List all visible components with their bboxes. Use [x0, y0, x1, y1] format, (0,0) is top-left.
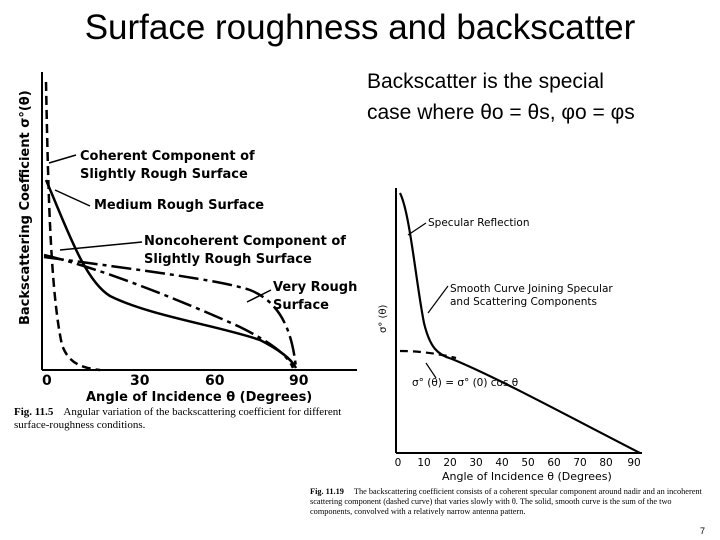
fig2-axes — [395, 188, 642, 454]
fig1-x-tick-30: 30 — [130, 373, 150, 389]
fig2-incoherent-curve — [399, 349, 457, 360]
figure-11-19: σ° (θ) 0 10 20 30 40 50 60 70 80 90 Angl… — [378, 188, 642, 483]
page-number: 7 — [700, 526, 706, 536]
fig1-label-very-rough-2: Surface — [273, 298, 329, 313]
fig1-x-tick-60: 60 — [205, 373, 225, 389]
fig1-label-medium: Medium Rough Surface — [94, 198, 264, 213]
fig1-label-coherent-1: Coherent Component of — [80, 149, 255, 164]
fig1-label-very-rough-1: Very Rough — [273, 280, 357, 295]
fig1-label-noncoherent-2: Slightly Rough Surface — [144, 252, 312, 267]
fig2-caption-number: Fig. 11.19 — [310, 487, 344, 496]
fig2-y-axis-label: σ° (θ) — [378, 304, 389, 333]
fig2-tick-0: 0 — [395, 457, 402, 469]
fig2-tick-60: 60 — [547, 457, 560, 469]
fig2-caption: Fig. 11.19 The backscattering coefficient… — [310, 487, 714, 517]
fig1-x-axis-label: Angle of Incidence θ (Degrees) — [86, 390, 312, 405]
fig2-total-curve — [399, 192, 641, 454]
fig2-tick-80: 80 — [599, 457, 612, 469]
fig1-noncoherent-curve — [43, 253, 295, 369]
fig1-caption-number: Fig. 11.5 — [14, 406, 54, 418]
fig1-caption: Fig. 11.5 Angular variation of the backsc… — [14, 406, 374, 432]
fig2-tick-90: 90 — [627, 457, 640, 469]
fig1-label-noncoherent-1: Noncoherent Component of — [144, 234, 346, 249]
fig2-caption-text: The backscattering coefficient consists … — [310, 487, 702, 516]
fig1-x-tick-0: 0 — [42, 373, 52, 389]
fig2-tick-30: 30 — [469, 457, 482, 469]
fig2-tick-40: 40 — [495, 457, 508, 469]
backscatter-note: Backscatter is the special case where θo… — [367, 66, 635, 128]
fig1-x-tick-90: 90 — [289, 373, 309, 389]
slide-title: Surface roughness and backscatter — [84, 8, 636, 47]
fig1-caption-text: Angular variation of the backscattering … — [14, 406, 342, 431]
fig1-y-axis-label: Backscattering Coefficient σ°(θ) — [18, 90, 33, 325]
fig2-label-smooth-2: and Scattering Components — [450, 296, 597, 308]
fig1-leader-lines — [48, 154, 272, 303]
fig2-tick-20: 20 — [443, 457, 456, 469]
fig2-tick-70: 70 — [573, 457, 586, 469]
fig2-x-ticks: 0 10 20 30 40 50 60 70 80 90 — [395, 457, 641, 469]
fig2-tick-10: 10 — [417, 457, 430, 469]
figure-11-5: Backscattering Coefficient σ°(θ) 0 30 60… — [18, 72, 357, 405]
fig2-tick-50: 50 — [521, 457, 534, 469]
fig1-label-coherent-2: Slightly Rough Surface — [80, 167, 248, 182]
fig1-very-rough-curve — [43, 255, 298, 369]
fig2-x-axis-label: Angle of Incidence θ (Degrees) — [442, 470, 612, 483]
fig2-leader-lines — [407, 222, 449, 379]
fig2-label-specular: Specular Reflection — [428, 217, 529, 229]
fig1-coherent-curve — [44, 81, 101, 372]
fig2-label-smooth-1: Smooth Curve Joining Specular — [450, 283, 613, 295]
fig2-formula: σ° (θ) = σ° (0) cos θ — [412, 377, 518, 389]
note-line-2: case where θo = θs, φo = φs — [367, 101, 635, 124]
note-line-1: Backscatter is the special — [367, 70, 604, 93]
fig1-axes — [41, 72, 357, 371]
